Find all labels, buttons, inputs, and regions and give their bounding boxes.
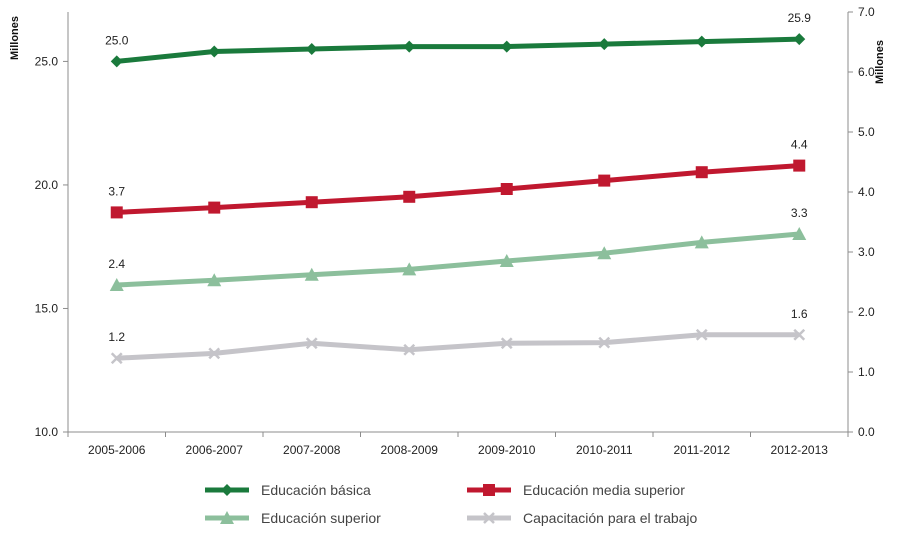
data-point-capacitacion-trabajo xyxy=(500,337,513,350)
data-point-educacion-superior xyxy=(694,235,709,249)
data-point-capacitacion-trabajo xyxy=(110,352,123,365)
left-axis-tick-label: 20.0 xyxy=(35,178,59,192)
data-label-educacion-media-superior: 3.7 xyxy=(108,184,125,198)
left-axis-title: Millones xyxy=(9,16,21,60)
data-point-educacion-superior xyxy=(402,262,417,276)
right-axis-title: Millones xyxy=(874,40,886,84)
right-axis-tick-label: 7.0 xyxy=(858,5,875,19)
data-point-capacitacion-trabajo xyxy=(695,328,708,341)
x-axis-category-label: 2005-2006 xyxy=(88,443,146,457)
right-axis-tick-label: 4.0 xyxy=(858,185,875,199)
data-point-educacion-basica xyxy=(793,33,806,46)
x-axis-category-label: 2012-2013 xyxy=(771,443,829,457)
data-point-educacion-media-superior xyxy=(110,206,123,219)
legend: Educación básica Educación media superior… xyxy=(205,482,698,526)
legend-item-educacion-basica: Educación básica xyxy=(205,482,371,498)
data-point-educacion-superior xyxy=(597,246,612,260)
series-lines xyxy=(109,33,807,365)
legend-label: Educación media superior xyxy=(523,482,685,498)
point-labels: 25.0 25.9 3.7 4.4 2.4 3.3 1.2 1.6 xyxy=(105,11,811,344)
series-line-educacion-superior xyxy=(116,231,800,288)
x-axis-category-label: 2011-2012 xyxy=(674,443,731,457)
x-axis-category-label: 2010-2011 xyxy=(576,443,633,457)
data-point-educacion-media-superior xyxy=(598,174,611,187)
data-point-educacion-basica xyxy=(403,40,416,53)
right-axis-tick-label: 5.0 xyxy=(858,125,875,139)
left-axis-tick-label: 15.0 xyxy=(35,301,59,315)
data-label-educacion-superior: 3.3 xyxy=(791,206,808,220)
data-point-educacion-basica xyxy=(598,38,611,51)
legend-marker-educacion-superior xyxy=(220,511,234,524)
legend-marker-capacitacion-trabajo xyxy=(483,512,495,524)
legend-label: Educación básica xyxy=(261,482,371,498)
data-point-educacion-media-superior xyxy=(305,196,318,209)
data-label-educacion-superior: 2.4 xyxy=(108,257,125,271)
axes: 10.0 15.0 20.0 25.0 0.0 1.0 2.0 3.0 4.0 5.0 6.0 7.0… xyxy=(9,5,886,457)
data-point-capacitacion-trabajo xyxy=(598,336,611,349)
data-point-educacion-superior xyxy=(792,227,807,240)
x-axis-category-label: 2009-2010 xyxy=(478,443,536,457)
right-axis-tick-label: 3.0 xyxy=(858,245,875,259)
series-line-educacion-basica xyxy=(116,36,800,64)
data-point-educacion-media-superior xyxy=(208,201,221,214)
data-point-educacion-superior xyxy=(304,267,319,281)
data-point-educacion-basica xyxy=(110,55,123,68)
data-point-educacion-media-superior xyxy=(403,190,416,203)
series-educacion-superior xyxy=(109,227,807,291)
series-educacion-media-superior xyxy=(110,159,806,219)
data-point-educacion-media-superior xyxy=(695,166,708,179)
legend-marker-educacion-basica xyxy=(221,484,233,496)
data-point-educacion-superior xyxy=(207,273,222,287)
data-label-educacion-media-superior: 4.4 xyxy=(791,138,808,152)
x-axis-category-label: 2008-2009 xyxy=(381,443,439,457)
data-point-educacion-basica xyxy=(305,43,318,56)
right-axis-tick-label: 2.0 xyxy=(858,305,875,319)
right-axis-tick-label: 0.0 xyxy=(858,425,875,439)
data-point-capacitacion-trabajo xyxy=(208,347,221,360)
series-educacion-basica xyxy=(110,33,806,68)
data-point-capacitacion-trabajo xyxy=(305,337,318,350)
data-point-capacitacion-trabajo xyxy=(403,343,416,356)
data-label-educacion-basica: 25.9 xyxy=(788,11,812,25)
legend-item-educacion-media-superior: Educación media superior xyxy=(467,482,685,498)
data-point-educacion-media-superior xyxy=(500,183,513,195)
data-point-educacion-media-superior xyxy=(793,159,806,172)
legend-label: Capacitación para el trabajo xyxy=(523,510,698,526)
legend-item-capacitacion-trabajo: Capacitación para el trabajo xyxy=(467,510,698,526)
data-point-educacion-basica xyxy=(695,35,708,48)
right-axis-tick-label: 1.0 xyxy=(858,365,875,379)
legend-marker-educacion-media-superior xyxy=(483,484,495,496)
series-line-capacitacion-trabajo xyxy=(116,332,800,361)
data-label-capacitacion-trabajo: 1.6 xyxy=(791,307,808,321)
data-point-educacion-basica xyxy=(500,40,513,53)
series-line-educacion-media-superior xyxy=(116,163,800,215)
left-axis-tick-label: 25.0 xyxy=(35,54,59,68)
x-axis-category-label: 2006-2007 xyxy=(186,443,244,457)
right-axis-tick-label: 6.0 xyxy=(858,65,875,79)
data-point-educacion-superior xyxy=(499,254,514,267)
data-label-capacitacion-trabajo: 1.2 xyxy=(108,330,125,344)
data-label-educacion-basica: 25.0 xyxy=(105,33,129,47)
series-capacitacion-trabajo xyxy=(110,328,806,365)
left-axis-tick-label: 10.0 xyxy=(35,425,59,439)
x-axis-category-label: 2007-2008 xyxy=(283,443,341,457)
data-point-educacion-basica xyxy=(208,45,221,58)
legend-item-educacion-superior: Educación superior xyxy=(205,510,381,526)
data-point-educacion-superior xyxy=(109,278,124,291)
data-point-capacitacion-trabajo xyxy=(793,328,806,341)
legend-label: Educación superior xyxy=(261,510,381,526)
